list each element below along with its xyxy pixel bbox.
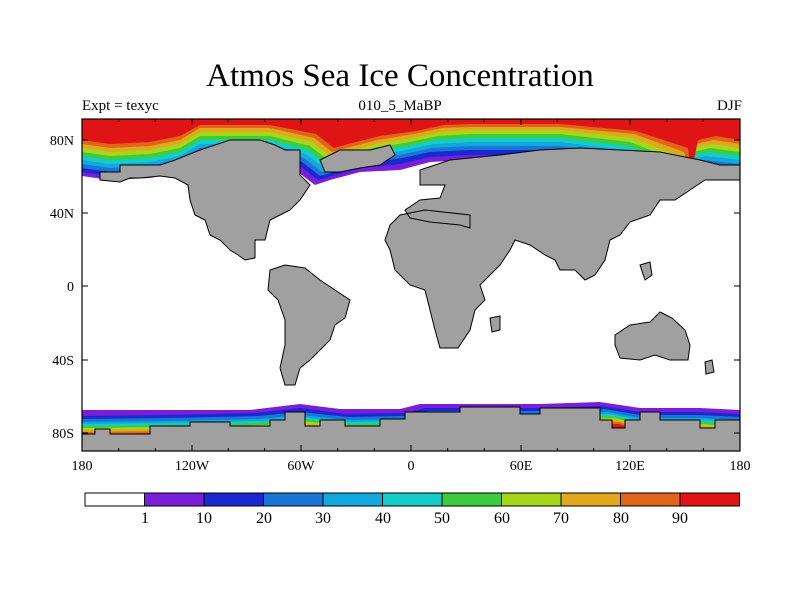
lat-tick-label: 40N bbox=[50, 207, 74, 222]
south-america-land bbox=[267, 264, 351, 386]
eurasia-africa-land bbox=[384, 147, 740, 349]
colorbar-label: 30 bbox=[315, 510, 331, 527]
colorbar-swatch bbox=[501, 492, 562, 507]
colorbar-label: 70 bbox=[553, 510, 569, 527]
lon-tick-label: 120E bbox=[615, 459, 645, 474]
lat-tick-label: 40S bbox=[52, 354, 74, 369]
continents bbox=[99, 139, 740, 386]
lon-tick-label: 60E bbox=[510, 459, 533, 474]
lon-tick-label: 180 bbox=[72, 459, 93, 474]
lon-tick-label: 180 bbox=[730, 459, 751, 474]
colorbar-label: 20 bbox=[256, 510, 272, 527]
map-field bbox=[82, 119, 740, 451]
colorbar-swatch bbox=[144, 492, 205, 507]
colorbar-label: 1 bbox=[141, 510, 149, 527]
map-title: Atmos Sea Ice Concentration bbox=[206, 58, 594, 94]
northern-sea-ice bbox=[82, 119, 740, 200]
lat-tick-label: 80N bbox=[50, 134, 74, 149]
season-label: DJF bbox=[716, 98, 742, 114]
colorbar-label: 80 bbox=[613, 510, 629, 527]
time-period-label: 010_5_MaBP bbox=[358, 98, 442, 114]
colorbar-label: 60 bbox=[494, 510, 510, 527]
colorbar-swatch bbox=[382, 492, 443, 507]
colorbar-swatch bbox=[263, 492, 324, 507]
lon-tick-label: 60W bbox=[287, 459, 315, 474]
colorbar-swatch bbox=[620, 492, 681, 507]
madagascar-land bbox=[489, 315, 501, 333]
colorbar-label: 50 bbox=[434, 510, 450, 527]
colorbar-label: 40 bbox=[375, 510, 391, 527]
lon-tick-label: 120W bbox=[175, 459, 210, 474]
north-america-land bbox=[99, 139, 311, 261]
colorbar bbox=[84, 492, 740, 507]
colorbar-swatch bbox=[441, 492, 502, 507]
colorbar-label: 10 bbox=[196, 510, 212, 527]
lat-tick-label: 0 bbox=[67, 280, 74, 295]
axis-ticks bbox=[81, 119, 741, 451]
new-zealand-land bbox=[704, 359, 715, 375]
colorbar-swatch bbox=[322, 492, 383, 507]
colorbar-swatch bbox=[679, 492, 740, 507]
lat-tick-label: 80S bbox=[52, 427, 74, 442]
lon-tick-label: 0 bbox=[408, 459, 415, 474]
antarctica-land bbox=[82, 406, 740, 451]
colorbar-swatch bbox=[84, 492, 145, 507]
colorbar-swatch bbox=[203, 492, 264, 507]
colorbar-swatch bbox=[560, 492, 621, 507]
experiment-label: Expt = texyc bbox=[82, 98, 159, 114]
australia-land bbox=[614, 311, 691, 361]
japan-island-land bbox=[639, 261, 653, 281]
colorbar-label: 90 bbox=[672, 510, 688, 527]
greenland-land bbox=[319, 144, 396, 173]
